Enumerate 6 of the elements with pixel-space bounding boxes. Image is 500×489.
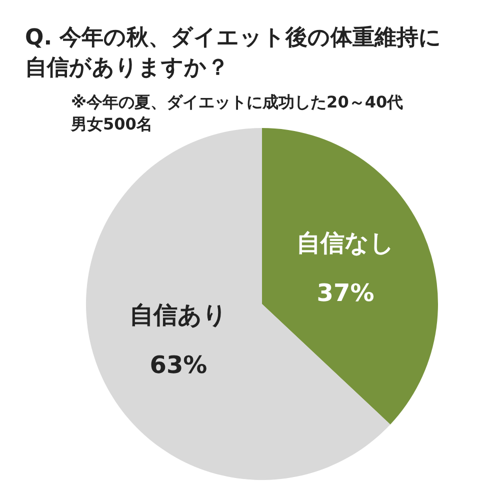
slice-label: 自信なし [296,228,395,257]
slice-label: 自信あり [129,301,228,330]
data-label: 63% [150,351,208,380]
chart-subtitle: ※今年の夏、ダイエットに成功した20～40代男女500名 [70,92,404,134]
data-label: 37% [316,278,374,307]
chart-title: Q. 今年の秋、ダイエット後の体重維持に自信がありますか？ [25,26,442,80]
